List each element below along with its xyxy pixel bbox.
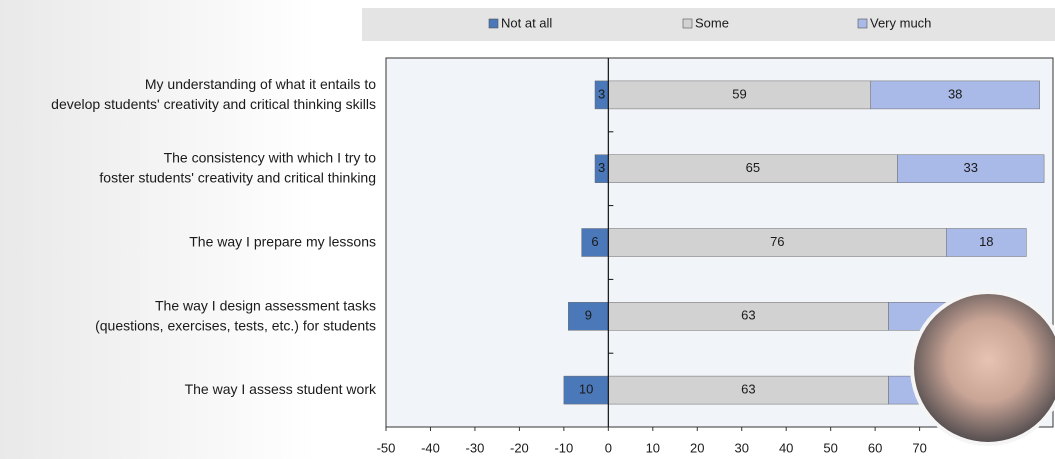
value-label: 65 bbox=[746, 160, 760, 175]
x-tick-label: 60 bbox=[868, 440, 882, 455]
x-tick-label: 40 bbox=[779, 440, 793, 455]
category-label: The way I design assessment tasks (questi… bbox=[95, 297, 376, 333]
value-label: 3 bbox=[598, 160, 605, 175]
value-label: 3 bbox=[598, 86, 605, 101]
x-tick-label: 50 bbox=[823, 440, 837, 455]
x-tick-label: -20 bbox=[510, 440, 529, 455]
x-tick-label: 0 bbox=[605, 440, 612, 455]
bar-segment bbox=[608, 375, 889, 405]
bar-segment bbox=[608, 154, 898, 183]
bar-segment bbox=[870, 80, 1040, 110]
legend-label: Some bbox=[695, 15, 729, 30]
bar-segment bbox=[608, 228, 947, 257]
legend-box bbox=[362, 8, 1055, 41]
x-tick-label: -30 bbox=[466, 440, 485, 455]
x-tick-label: -40 bbox=[421, 440, 440, 455]
value-label: 18 bbox=[979, 234, 993, 249]
bar-segment bbox=[563, 375, 609, 405]
bar-segment bbox=[608, 80, 871, 110]
category-label-line: The way I assess student work bbox=[185, 381, 377, 397]
value-label: 10 bbox=[579, 382, 593, 397]
legend-label: Very much bbox=[870, 15, 931, 30]
category-label-line: foster students' creativity and critical… bbox=[99, 169, 376, 185]
category-label: The consistency with which I try to foste… bbox=[99, 149, 376, 185]
legend-label: Not at all bbox=[501, 15, 552, 30]
value-label: 59 bbox=[732, 86, 746, 101]
value-label: 63 bbox=[741, 308, 755, 323]
x-tick-label: 10 bbox=[646, 440, 660, 455]
x-tick-label: 20 bbox=[690, 440, 704, 455]
x-tick-label: 30 bbox=[734, 440, 748, 455]
category-label-line: The way I design assessment tasks bbox=[155, 297, 376, 313]
value-label: 6 bbox=[591, 234, 598, 249]
bar-segment bbox=[568, 302, 609, 331]
x-tick-label: -10 bbox=[554, 440, 573, 455]
value-label: 63 bbox=[741, 382, 755, 397]
category-label: The way I assess student work bbox=[185, 381, 377, 397]
category-label: My understanding of what it entails to de… bbox=[51, 76, 376, 112]
bar-segment bbox=[608, 302, 889, 331]
value-label: 38 bbox=[948, 86, 962, 101]
legend-swatch bbox=[682, 18, 693, 29]
bar-segment bbox=[897, 154, 1045, 183]
bar-segment bbox=[581, 228, 609, 257]
category-label: The way I prepare my lessons bbox=[189, 233, 376, 249]
legend-swatch bbox=[488, 18, 499, 29]
x-tick-label: 70 bbox=[912, 440, 926, 455]
category-label-line: develop students' creativity and critica… bbox=[51, 96, 376, 112]
category-label-line: The way I prepare my lessons bbox=[189, 233, 376, 249]
value-label: 76 bbox=[770, 234, 784, 249]
value-label: 33 bbox=[964, 160, 978, 175]
category-label-line: The consistency with which I try to bbox=[164, 149, 377, 165]
bar-segment bbox=[946, 228, 1027, 257]
legend-swatch bbox=[857, 18, 868, 29]
category-label-line: (questions, exercises, tests, etc.) for … bbox=[95, 317, 376, 333]
presenter-video bbox=[910, 290, 1055, 446]
category-label-line: My understanding of what it entails to bbox=[145, 76, 376, 92]
x-tick-label: -50 bbox=[377, 440, 396, 455]
value-label: 9 bbox=[585, 308, 592, 323]
